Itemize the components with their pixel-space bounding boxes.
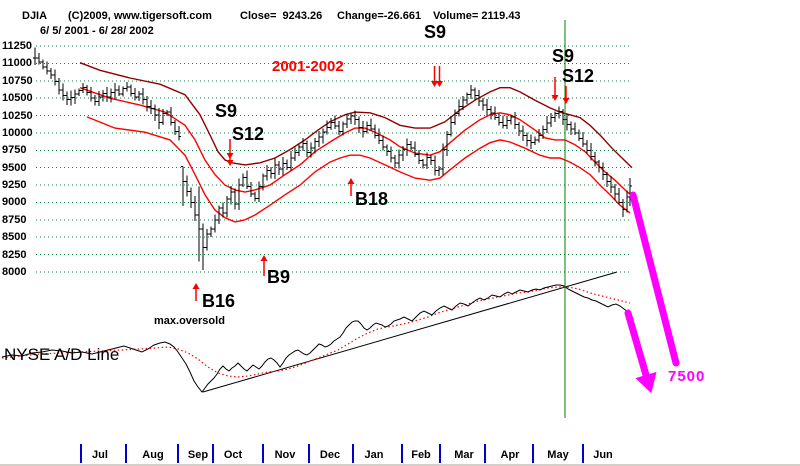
symbol-label: DJIA bbox=[22, 10, 48, 22]
copyright-label: (C)2009, www.tigersoft.com bbox=[68, 10, 212, 22]
month-label-may: May bbox=[547, 449, 569, 461]
date-range-label: 6/ 5/ 2001 - 6/ 28/ 2002 bbox=[40, 25, 154, 37]
month-label-jun: Jun bbox=[593, 449, 613, 461]
y-tick-9500: 9500 bbox=[2, 161, 27, 174]
y-tick-10250: 10250 bbox=[2, 109, 33, 122]
label-s12-left: S12 bbox=[232, 124, 265, 144]
month-label-jul: Jul bbox=[92, 449, 108, 461]
label-b16: B16 bbox=[202, 291, 236, 311]
y-tick-9000: 9000 bbox=[2, 196, 27, 209]
label-period: 2001-2002 bbox=[272, 58, 344, 75]
y-tick-10500: 10500 bbox=[2, 92, 33, 105]
label-s9-top: S9 bbox=[424, 22, 447, 42]
y-tick-10750: 10750 bbox=[2, 74, 33, 87]
label-target-7500: 7500 bbox=[668, 368, 706, 385]
month-label-nov: Nov bbox=[274, 449, 296, 461]
y-tick-8750: 8750 bbox=[2, 213, 27, 226]
month-label-sep: Sep bbox=[187, 449, 209, 461]
y-tick-8250: 8250 bbox=[2, 248, 27, 261]
volume-value: Volume= 2119.43 bbox=[433, 10, 521, 22]
month-label-dec: Dec bbox=[319, 449, 341, 461]
month-label-jan: Jan bbox=[364, 449, 384, 461]
label-s12-right: S12 bbox=[562, 66, 595, 86]
y-tick-9250: 9250 bbox=[2, 179, 27, 192]
window-bottom-edge bbox=[0, 464, 800, 466]
change-value: Change=-26.661 bbox=[337, 10, 422, 22]
y-tick-11000: 11000 bbox=[2, 57, 32, 70]
label-max-oversold: max.oversold bbox=[154, 315, 225, 327]
y-tick-10000: 10000 bbox=[2, 126, 33, 139]
y-tick-11250: 11250 bbox=[2, 40, 32, 52]
label-b18: B18 bbox=[355, 189, 389, 209]
month-label-mar: Mar bbox=[454, 449, 474, 461]
y-tick-9750: 9750 bbox=[2, 144, 27, 157]
label-b9: B9 bbox=[267, 267, 291, 287]
month-label-feb: Feb bbox=[411, 449, 431, 461]
label-nyse-ad-line: NYSE A/D Line bbox=[4, 345, 120, 364]
month-label-aug: Aug bbox=[142, 449, 164, 461]
month-label-apr: Apr bbox=[500, 449, 520, 461]
label-s9-left: S9 bbox=[215, 101, 238, 121]
close-value: Close= 9243.26 bbox=[240, 10, 323, 22]
label-s9-right: S9 bbox=[552, 46, 575, 66]
y-tick-8500: 8500 bbox=[2, 231, 27, 244]
y-tick-8000: 8000 bbox=[2, 266, 27, 278]
month-label-oct: Oct bbox=[223, 449, 243, 461]
